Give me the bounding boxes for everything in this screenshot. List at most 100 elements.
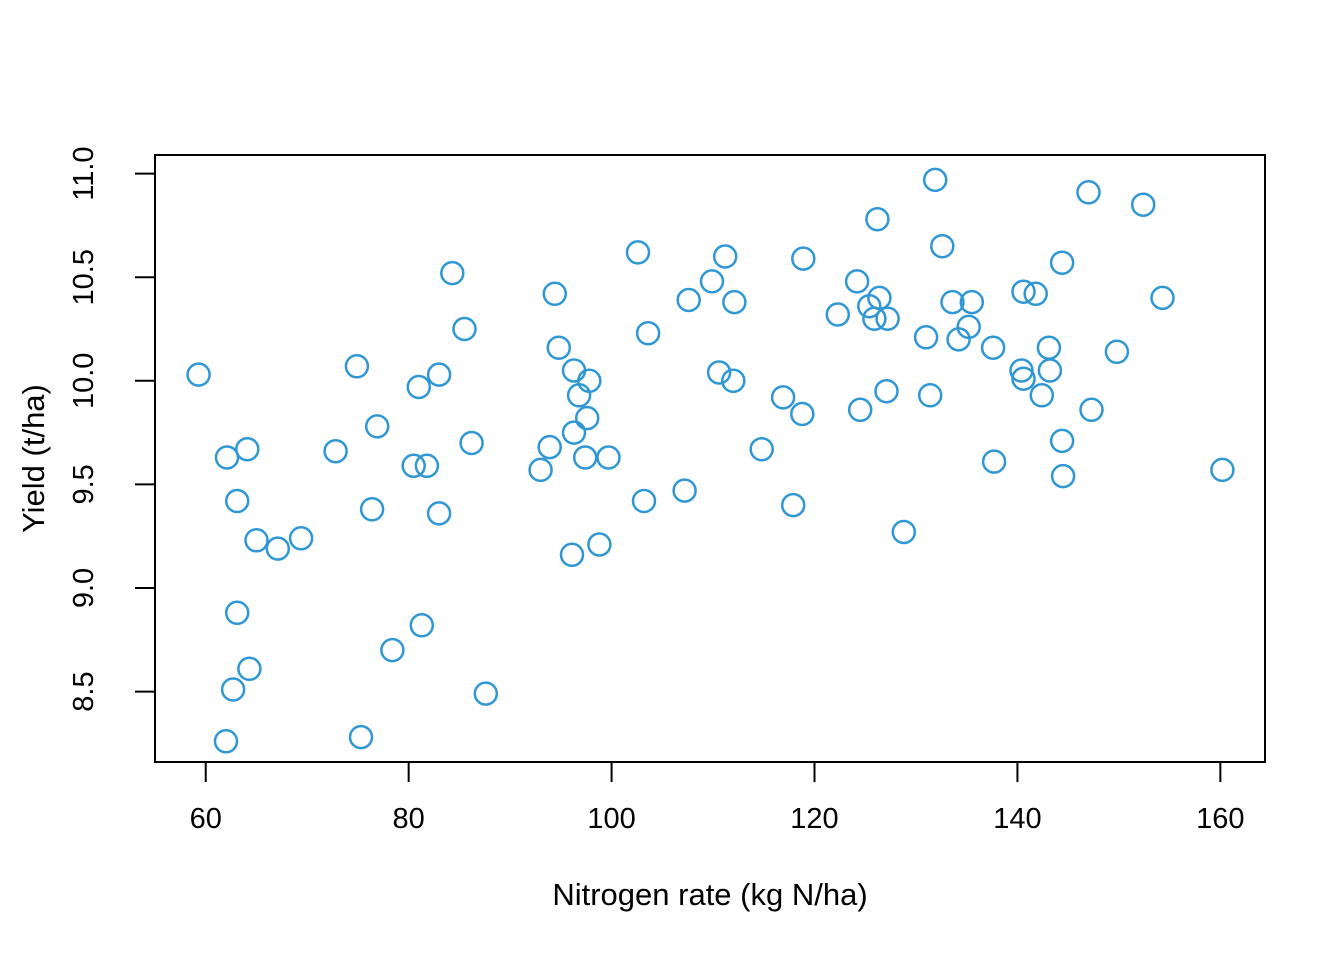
data-point [676,287,701,313]
data-point [406,374,432,400]
y-tick-label: 11.0 [68,146,100,200]
y-tick-label: 9.5 [68,464,100,504]
x-tick-label: 100 [587,803,635,835]
data-point [1076,180,1101,205]
data-point [825,302,851,327]
data-point [874,378,899,404]
data-point [780,492,806,518]
data-point [625,240,651,265]
x-tick-label: 160 [1196,803,1244,835]
data-point [440,260,465,286]
data-point [959,289,985,315]
data-point [1029,383,1055,408]
data-point [867,285,892,311]
data-point [956,314,981,340]
data-point [917,383,943,408]
x-tick-label: 120 [790,803,838,835]
data-point [224,488,250,514]
data-point [1011,279,1036,304]
data-point [940,289,965,315]
data-point [224,600,250,626]
data-point [561,420,587,445]
data-point [1050,463,1076,489]
data-point [699,269,725,294]
data-point [844,269,870,294]
data-point [1079,397,1104,423]
data-point [359,497,385,522]
data-point [214,445,240,470]
data-point [913,325,939,350]
data-point [546,335,572,360]
data-point [749,436,774,462]
x-tick-label: 80 [393,803,425,835]
data-point [672,478,697,503]
data-point [213,729,239,754]
data-point [721,368,746,394]
data-point [722,289,747,315]
data-point [409,613,435,638]
data-point [559,542,585,568]
data-point [596,445,621,470]
data-point [414,453,440,479]
y-tick-label: 10.5 [68,249,100,305]
data-point [1049,250,1075,275]
data-point [574,405,600,431]
data-point [452,316,477,342]
x-axis-title: Nitrogen rate (kg N/ha) [552,877,867,912]
data-point [847,397,873,423]
data-point [473,681,499,706]
data-point [712,244,738,269]
data-point [344,354,370,379]
data-point [364,414,390,439]
x-tick-label: 60 [190,803,222,835]
data-point [980,335,1006,360]
data-point [930,233,955,259]
data-point [875,306,900,331]
x-tick-label: 140 [993,803,1041,835]
data-point [635,320,661,346]
data-point [1023,281,1048,307]
data-point [459,430,484,456]
y-tick-label: 10.0 [68,353,100,409]
data-point [537,434,562,460]
data-point [265,536,291,561]
data-point [1049,428,1075,454]
data-point [631,488,657,514]
data-point [542,281,568,307]
data-point [981,449,1007,474]
data-point [791,246,816,271]
data-point [587,532,612,557]
data-point [1150,285,1175,311]
y-tick-label: 9.0 [68,568,100,608]
data-point [401,453,426,479]
y-axis: 8.5 9.0 9.5 10.0 10.5 11.0 [68,146,155,712]
data-point [186,362,211,387]
data-point [572,445,598,470]
y-tick-label: 8.5 [68,671,100,711]
data-point [1130,192,1156,217]
data-point [348,724,374,750]
y-axis-title: Yield (t/ha) [16,384,51,533]
data-point [220,677,246,702]
data-point [380,637,405,663]
data-point [577,368,602,394]
data-point [237,656,262,682]
plot-frame [154,154,1266,763]
data-point [706,360,732,385]
data-point [790,401,815,427]
data-point [426,501,452,526]
data-point [865,206,890,232]
data-point [1210,457,1235,483]
data-point [244,528,269,553]
data-point [323,438,348,464]
points-layer [186,167,1235,754]
data-point [528,457,553,483]
data-point [235,436,260,462]
data-point [288,526,314,551]
data-point [426,362,452,387]
data-point [1037,358,1063,383]
data-point [1104,339,1130,365]
data-point [1011,366,1036,391]
